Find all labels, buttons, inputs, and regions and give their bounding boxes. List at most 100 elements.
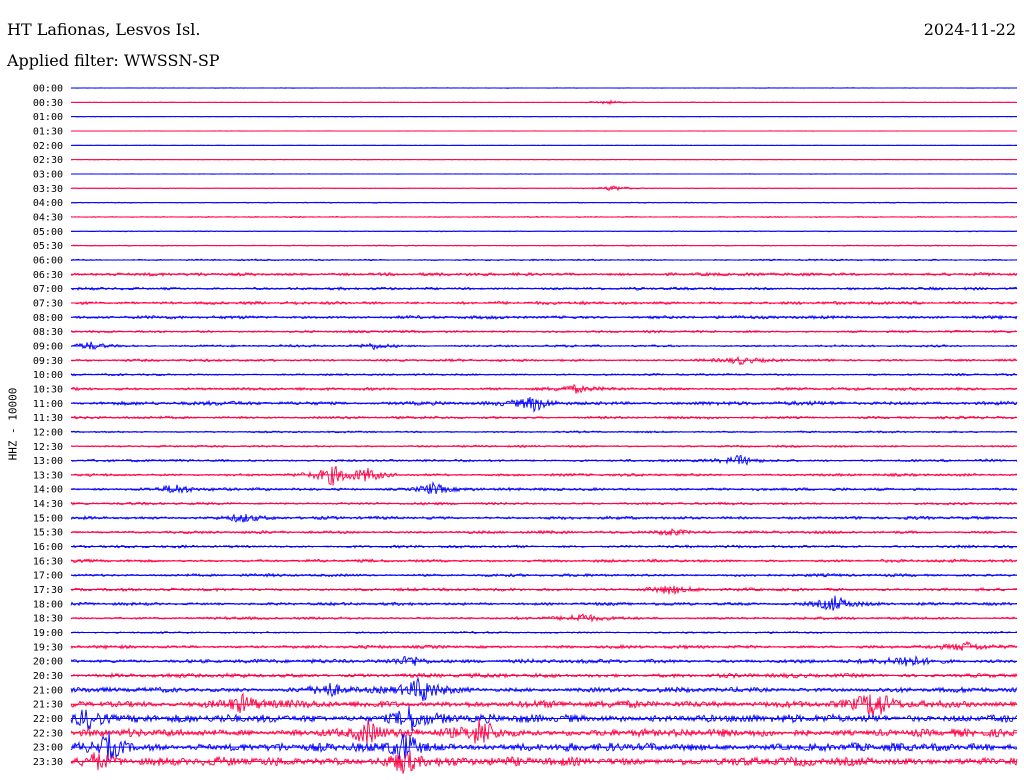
seismic-trace [70, 415, 1018, 420]
seismic-trace [70, 314, 1018, 321]
time-tick-label: 22:30 [33, 728, 63, 739]
seismic-trace [70, 501, 1018, 506]
seismic-trace [70, 286, 1018, 292]
seismic-trace [70, 87, 1018, 89]
seismic-trace [70, 481, 1018, 495]
time-tick-label: 21:30 [33, 700, 63, 711]
time-tick-label: 00:30 [33, 98, 63, 109]
seismic-trace [70, 430, 1018, 434]
seismic-trace [70, 300, 1018, 306]
seismic-trace [70, 544, 1018, 549]
time-tick-label: 01:30 [33, 126, 63, 137]
seismic-trace [70, 158, 1018, 161]
time-tick-label: 01:00 [33, 112, 63, 123]
time-tick-label: 22:00 [33, 714, 63, 725]
time-tick-label: 06:00 [33, 255, 63, 266]
seismic-trace [70, 513, 1018, 523]
seismic-trace [70, 572, 1018, 579]
time-tick-label: 02:30 [33, 155, 63, 166]
time-tick-label: 16:00 [33, 542, 63, 553]
time-tick-label: 20:00 [33, 657, 63, 668]
time-tick-label: 11:00 [33, 399, 63, 410]
seismic-trace [70, 185, 1018, 192]
seismic-trace [70, 115, 1018, 118]
seismic-trace [70, 640, 1018, 651]
seismic-trace [70, 527, 1018, 536]
time-tick-group: 00:00 00:30 01:00 01:30 02:00 02:30 03:00 03:30… [33, 84, 63, 769]
time-tick-label: 14:30 [33, 499, 63, 510]
seismic-trace [70, 465, 1018, 486]
seismic-trace [70, 732, 1018, 762]
time-tick-label: 00:00 [33, 84, 63, 95]
seismic-trace [70, 444, 1018, 449]
time-tick-label: 10:00 [33, 370, 63, 381]
time-tick-label: 17:30 [33, 585, 63, 596]
time-tick-label: 12:30 [33, 442, 63, 453]
seismic-trace [70, 99, 1018, 106]
time-tick-label: 06:30 [33, 270, 63, 281]
date-label: 2024-11-22 [923, 20, 1016, 39]
seismic-trace [70, 215, 1018, 219]
time-tick-label: 09:00 [33, 341, 63, 352]
seismic-trace [70, 558, 1018, 564]
station-title: HT Lafionas, Lesvos Isl. [7, 20, 201, 39]
seismic-trace [70, 201, 1018, 204]
seismic-trace [70, 258, 1018, 262]
seismic-trace [70, 230, 1018, 233]
seismic-trace [70, 750, 1018, 774]
time-tick-label: 18:30 [33, 614, 63, 625]
time-tick-label: 17:00 [33, 571, 63, 582]
time-tick-label: 13:30 [33, 470, 63, 481]
seismic-trace [70, 244, 1018, 247]
time-tick-label: 05:00 [33, 227, 63, 238]
seismic-trace [70, 671, 1018, 679]
time-tick-label: 19:00 [33, 628, 63, 639]
time-tick-label: 23:00 [33, 743, 63, 754]
seismic-trace [70, 706, 1018, 731]
seismic-trace [70, 383, 1018, 394]
seismic-trace [70, 676, 1018, 701]
time-tick-label: 21:00 [33, 685, 63, 696]
seismic-trace [70, 585, 1018, 596]
time-tick-label: 03:30 [33, 184, 63, 195]
seismic-trace [70, 613, 1018, 623]
seismic-trace [70, 630, 1018, 635]
seismic-trace [70, 341, 1018, 351]
time-tick-label: 04:30 [33, 212, 63, 223]
time-tick-label: 04:00 [33, 198, 63, 209]
time-tick-label: 07:30 [33, 298, 63, 309]
time-tick-label: 03:00 [33, 169, 63, 180]
time-tick-label: 05:30 [33, 241, 63, 252]
time-tick-label: 13:00 [33, 456, 63, 467]
time-tick-label: 19:30 [33, 642, 63, 653]
time-tick-label: 15:00 [33, 513, 63, 524]
seismic-trace [70, 595, 1018, 611]
seismic-trace [70, 719, 1018, 744]
seismic-trace [70, 372, 1018, 377]
trace-group [70, 87, 1018, 774]
time-tick-label: 07:00 [33, 284, 63, 295]
time-tick-label: 14:00 [33, 485, 63, 496]
time-tick-label: 11:30 [33, 413, 63, 424]
time-tick-label: 12:00 [33, 427, 63, 438]
seismic-trace [70, 173, 1018, 175]
time-tick-label: 08:30 [33, 327, 63, 338]
seismic-trace [70, 454, 1018, 466]
filter-label: Applied filter: WWSSN-SP [7, 51, 220, 70]
time-tick-label: 23:30 [33, 757, 63, 768]
seismic-trace [70, 396, 1018, 413]
time-tick-label: 02:00 [33, 141, 63, 152]
time-tick-label: 15:30 [33, 528, 63, 539]
time-tick-label: 10:30 [33, 384, 63, 395]
time-tick-label: 08:00 [33, 313, 63, 324]
time-tick-label: 09:30 [33, 356, 63, 367]
seismic-trace [70, 271, 1018, 278]
seismic-trace [70, 329, 1018, 334]
seismic-trace [70, 692, 1018, 717]
time-tick-label: 18:00 [33, 599, 63, 610]
seismic-trace [70, 655, 1018, 667]
time-tick-label: 16:30 [33, 556, 63, 567]
time-tick-label: 20:30 [33, 671, 63, 682]
seismic-trace [70, 355, 1018, 366]
